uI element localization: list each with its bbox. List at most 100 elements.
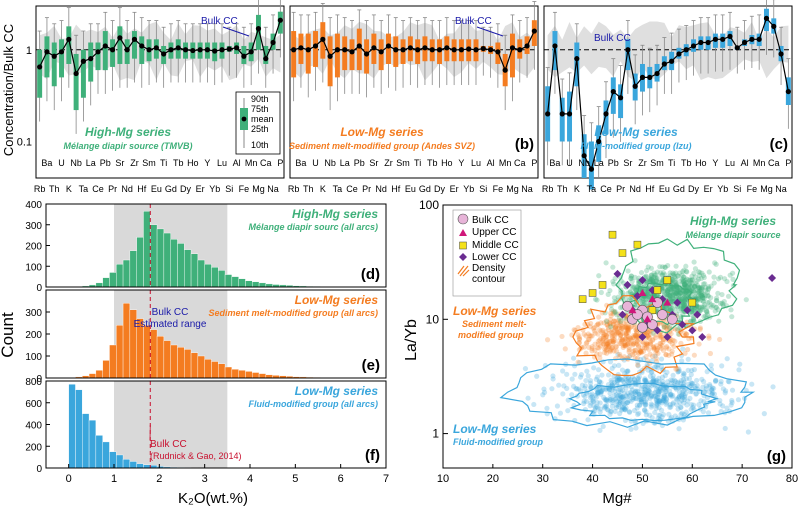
element-tick-label: Ca (260, 158, 272, 168)
box-U (567, 91, 573, 142)
sample-point (663, 345, 670, 351)
sample-point (682, 300, 688, 306)
sample-point (646, 388, 652, 394)
sample-point (669, 394, 675, 400)
sample-point (666, 285, 672, 291)
sample-point (691, 314, 697, 321)
sample-point (604, 406, 610, 413)
sample-point (616, 401, 622, 407)
sample-point (682, 290, 688, 296)
sample-point (541, 389, 548, 395)
sample-point (645, 387, 651, 393)
sample-point (595, 321, 601, 327)
sample-point (607, 287, 613, 294)
sample-point (643, 353, 649, 360)
mean-point-U (58, 49, 65, 55)
element-tick-label: Rb (288, 184, 300, 194)
sample-point (608, 324, 614, 330)
sample-point (611, 281, 617, 287)
sample-point (656, 398, 662, 404)
sample-point (689, 285, 695, 292)
sample-point (708, 283, 714, 289)
sample-point (637, 402, 643, 408)
sample-point (708, 302, 714, 308)
sample-point (677, 380, 683, 386)
sample-point (613, 392, 620, 398)
sample-point (642, 407, 648, 413)
histogram-bar (150, 224, 158, 288)
sample-point (618, 328, 624, 334)
sample-point (639, 399, 645, 405)
element-tick-label: Dy (434, 184, 445, 194)
sample-point (640, 392, 646, 398)
sample-point (696, 402, 702, 408)
sample-point (720, 403, 726, 409)
sample-point (656, 375, 662, 382)
y-tick-label: 10 (426, 312, 440, 326)
histogram-bar (143, 325, 151, 379)
sample-point (591, 365, 597, 371)
sample-point (676, 368, 683, 374)
sample-point (680, 391, 686, 397)
mean-point-Gd (168, 47, 174, 53)
sample-point (669, 341, 675, 347)
histogram-bar (122, 259, 131, 288)
sample-point (644, 391, 651, 397)
mean-point-La (342, 47, 348, 53)
sample-point (614, 329, 620, 336)
sample-point (690, 307, 697, 313)
sample-point (630, 394, 636, 401)
sample-point (616, 362, 622, 368)
sample-point (666, 307, 672, 313)
element-tick-label: Y (458, 158, 464, 168)
mean-point-Zr (385, 43, 392, 49)
sample-point (673, 290, 679, 296)
sample-point (681, 388, 687, 395)
sample-point (683, 280, 689, 286)
sample-point (603, 344, 609, 351)
mean-point-Rb (545, 111, 551, 117)
sample-point (669, 351, 675, 357)
mean-point-Gd (676, 51, 682, 57)
sample-point (703, 386, 709, 392)
sample-point (664, 288, 670, 294)
sample-point (550, 373, 556, 379)
sample-point (681, 371, 687, 377)
sample-point (719, 300, 725, 306)
element-tick-label: Zr (638, 158, 647, 168)
sample-point (583, 340, 589, 346)
element-tick-label: Ca (514, 158, 526, 168)
sample-point (700, 306, 706, 313)
histogram-bar (109, 344, 117, 379)
sample-point (585, 336, 592, 343)
element-tick-label: Al (487, 158, 495, 168)
mean-point-Er (197, 47, 203, 53)
histogram-bar (184, 249, 192, 288)
sample-point (680, 269, 686, 275)
sample-point (675, 379, 681, 385)
sample-point (676, 394, 682, 400)
sample-point (684, 276, 690, 282)
box-Rb (37, 49, 43, 98)
sample-point (696, 285, 702, 291)
box-Pr (110, 39, 116, 67)
sample-point (719, 363, 725, 369)
sample-point (614, 398, 620, 404)
histogram-bar (211, 361, 219, 379)
sample-point (679, 389, 685, 396)
sample-point (643, 412, 649, 418)
sample-point (692, 293, 698, 300)
sample-point (663, 352, 669, 358)
sample-point (682, 302, 688, 308)
sample-point (630, 334, 637, 340)
sample-point (665, 291, 671, 298)
sample-point (607, 321, 613, 327)
lower-cc-point (698, 333, 707, 342)
sample-point (602, 403, 608, 409)
element-tick-label: Ce (346, 184, 358, 194)
histogram-bar (156, 228, 165, 288)
sample-point (659, 400, 665, 406)
sample-point (631, 390, 637, 396)
mean-point-Al (233, 45, 240, 51)
